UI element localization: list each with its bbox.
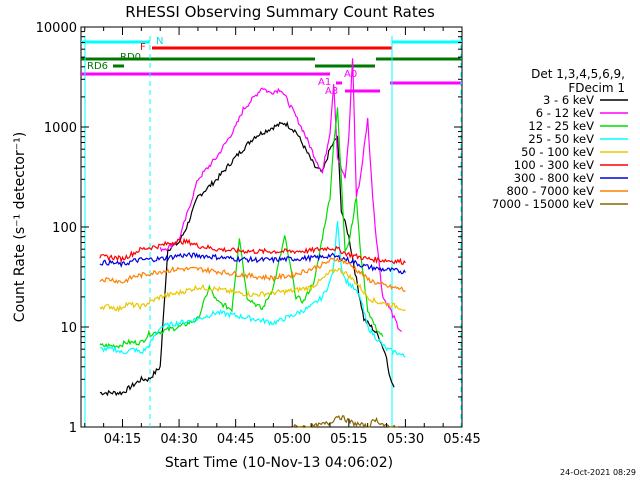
legend-label-7: 800 - 7000 keV — [506, 184, 594, 198]
rd6-marker-label: RD6 — [87, 61, 108, 72]
series-line-3 — [99, 221, 406, 358]
y-tick-label: 100 — [52, 221, 77, 236]
x-tick-label: 05:45 — [443, 432, 480, 447]
y-tick-label: 1000 — [44, 121, 77, 136]
x-axis-label: Start Time (10-Nov-13 04:06:02) — [165, 455, 393, 471]
legend-header-line2: FDecim 1 — [568, 81, 625, 95]
boundary-lines — [84, 36, 462, 427]
rd0-marker-label: RD0 — [120, 52, 141, 63]
legend-label-1: 6 - 12 keV — [536, 106, 594, 120]
x-tick-label: 05:30 — [387, 432, 424, 447]
x-tick-label: 05:00 — [274, 432, 311, 447]
series-layer — [99, 58, 406, 429]
a1-marker-label: A1 — [318, 77, 331, 88]
y-axis-label: Count Rate (s⁻¹ detector⁻¹) — [12, 132, 28, 322]
legend-label-6: 300 - 800 keV — [514, 171, 594, 185]
legend-label-0: 3 - 6 keV — [543, 93, 594, 107]
series-line-6 — [99, 251, 406, 275]
chart-title: RHESSI Observing Summary Count Rates — [125, 3, 435, 21]
x-tick-label: 04:45 — [217, 432, 254, 447]
legend-label-5: 100 - 300 keV — [514, 158, 594, 172]
y-tick-label: 1 — [69, 421, 77, 436]
series-line-5 — [99, 237, 406, 266]
x-tick-label: 05:15 — [330, 432, 367, 447]
legend-label-3: 25 - 50 keV — [528, 132, 594, 146]
state-markers: N F RD0 RD6 A1 A3 A0 — [81, 36, 462, 97]
f-marker-label: F — [140, 42, 146, 53]
a3-marker-label: A3 — [325, 86, 338, 97]
legend-label-2: 12 - 25 keV — [528, 119, 594, 133]
a0-marker-label: A0 — [344, 69, 357, 80]
x-tick-label: 04:30 — [160, 432, 197, 447]
legend-label-4: 50 - 100 keV — [521, 145, 594, 159]
series-line-1 — [159, 58, 402, 333]
series-line-4 — [99, 267, 406, 313]
plot-frame — [80, 26, 463, 428]
y-tick-label: 10000 — [36, 21, 77, 36]
y-tick-label: 10 — [60, 321, 77, 336]
series-line-8 — [292, 415, 398, 429]
series-line-7 — [99, 256, 406, 293]
legend-header-line1: Det 1,3,4,5,6,9, — [531, 67, 625, 81]
legend-label-8: 7000 - 15000 keV — [492, 197, 594, 211]
axis-layer: 04:15 04:30 04:45 05:00 05:15 05:30 05:45 1 10 10… — [36, 21, 481, 447]
x-tick-label: 04:15 — [104, 432, 141, 447]
series-line-0 — [99, 120, 395, 397]
footer-timestamp: 24-Oct-2021 08:29 — [560, 468, 636, 477]
series-line-2 — [99, 107, 384, 350]
n-marker-label: N — [156, 36, 163, 47]
